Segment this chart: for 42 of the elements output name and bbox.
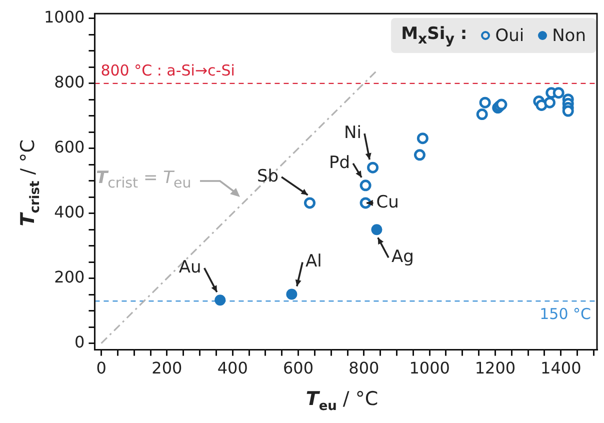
annotation: Ag [392, 247, 414, 268]
point [416, 132, 428, 144]
point [286, 288, 298, 300]
x-tick-label: 1200 [474, 358, 516, 378]
point [367, 162, 379, 174]
annotation: Cu [376, 192, 399, 212]
point [536, 99, 548, 111]
point [360, 180, 372, 192]
point [552, 87, 564, 99]
ref-line-label: 800 °C : a-Si→c-Si [100, 61, 235, 80]
point [414, 149, 426, 161]
annotation: Au [178, 258, 202, 278]
point [544, 96, 556, 108]
ref-line-label: 150 °C [540, 304, 592, 323]
annotation: T$_{crist}$ = T$_{eu}$ [96, 168, 192, 192]
annotation: Pd [329, 152, 350, 173]
x-tick-label: 800 [348, 358, 380, 378]
point [371, 224, 382, 236]
y-tick-label: 1000 [44, 8, 85, 27]
point [479, 96, 491, 108]
y-tick-label: 800 [54, 72, 85, 92]
legend-label: Oui [495, 26, 524, 46]
legend-title: M$_{x}$Si$_{y}$ : [401, 24, 468, 48]
x-tick-label: 400 [217, 358, 248, 378]
annotation: Al [306, 252, 322, 272]
point [562, 105, 574, 117]
point [476, 108, 488, 120]
point [214, 294, 226, 306]
y-tick-label: 200 [54, 267, 85, 286]
point [304, 197, 316, 209]
annotation: Sb [256, 166, 279, 186]
x-tick-label: 600 [282, 358, 314, 378]
y-tick-label: 0 [74, 332, 85, 352]
x-tick-label: 200 [152, 358, 182, 378]
annotation: Ni [344, 122, 362, 143]
y-tick-label: 600 [54, 138, 85, 157]
x-tick-label: 1400 [540, 358, 582, 378]
legend-label: Non [552, 26, 586, 46]
x-axis-title: T$_{eu}$ / °C [304, 388, 380, 414]
x-tick-label: 1000 [409, 358, 450, 378]
x-tick-label: 0 [96, 358, 106, 378]
y-tick-label: 400 [54, 202, 85, 222]
